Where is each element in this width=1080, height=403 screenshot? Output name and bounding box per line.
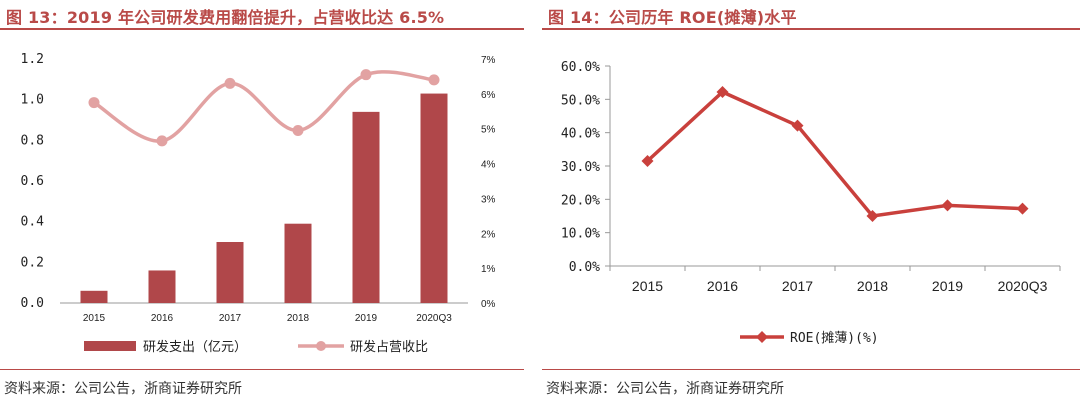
point-rd-ratio — [428, 74, 440, 86]
legend-label-roe: ROE(摊薄)(%) — [790, 331, 879, 346]
left-title-rule — [0, 28, 524, 30]
y-tick-label: 60.0% — [561, 60, 600, 75]
point-rd-ratio — [88, 97, 100, 109]
y-tick-label: 40.0% — [561, 127, 600, 142]
left-chart-panel: 图 13：2019 年公司研发费用翻倍提升，占营收比达 6.5% 0.0 0.2 0… — [0, 0, 524, 403]
x-tick-label: 2015 — [632, 278, 663, 294]
y2-tick-label: 4% — [481, 160, 496, 171]
x-tick-label: 2018 — [287, 313, 310, 324]
point-rd-ratio — [156, 135, 168, 147]
right-chart-panel: 图 14：公司历年 ROE(摊薄)水平 0.0% 10.0% 20.0% 30.0% 4… — [542, 0, 1080, 403]
right-title-rule — [542, 28, 1080, 30]
roe-chart: 0.0% 10.0% 20.0% 30.0% 40.0% 50.0% 60.0% 2015 20… — [561, 60, 1061, 346]
x-tick-label: 2019 — [355, 313, 378, 324]
left-chart-title: 图 13：2019 年公司研发费用翻倍提升，占营收比达 6.5% — [6, 8, 445, 27]
left-source-note: 资料来源：公司公告，浙商证券研究所 — [4, 381, 242, 397]
line-rd-ratio — [93, 70, 435, 143]
bar-rd-expense — [80, 290, 108, 303]
x-tick-label: 2015 — [83, 313, 106, 324]
bar-rd-expense — [216, 242, 244, 303]
y2-tick-label: 5% — [481, 125, 496, 136]
point-rd-ratio — [360, 69, 372, 81]
y-tick-label: 0.6 — [21, 174, 44, 189]
right-source-note: 资料来源：公司公告，浙商证券研究所 — [546, 381, 784, 397]
x-tick-label: 2018 — [857, 278, 888, 294]
bar-rd-expense — [148, 270, 176, 303]
x-tick-label: 2020Q3 — [998, 278, 1048, 294]
legend-swatch-marker — [756, 331, 768, 343]
point-roe — [716, 86, 729, 98]
y-tick-label: 20.0% — [561, 193, 600, 208]
y2-tick-label: 0% — [481, 299, 496, 310]
right-chart-title: 图 14：公司历年 ROE(摊薄)水平 — [548, 8, 797, 27]
point-roe — [941, 199, 954, 212]
y2-tick-label: 2% — [481, 229, 496, 240]
legend-swatch-marker — [316, 341, 326, 351]
x-tick-label: 2017 — [782, 278, 813, 294]
line-roe — [646, 89, 1023, 218]
bar-rd-expense — [284, 223, 312, 303]
rd-expense-chart: 0.0 0.2 0.4 0.6 0.8 1.0 1.2 0% 1% 2% 3% 4% 5% 6% 7% 201… — [21, 52, 496, 355]
legend-swatch-bar — [84, 341, 136, 351]
y2-tick-label: 3% — [481, 194, 496, 205]
y-tick-label: 0.4 — [21, 215, 45, 230]
right-source-rule — [542, 369, 1080, 370]
bar-rd-expense — [420, 93, 448, 303]
x-tick-label: 2017 — [219, 313, 242, 324]
y2-tick-label: 7% — [481, 55, 496, 66]
point-roe — [791, 119, 804, 132]
x-tick-label: 2016 — [151, 313, 174, 324]
point-roe — [1016, 202, 1029, 215]
y2-tick-label: 1% — [481, 264, 496, 275]
y-tick-label: 1.2 — [21, 52, 44, 67]
left-source-rule — [0, 369, 524, 370]
point-roe — [641, 155, 654, 167]
y-tick-label: 0.0% — [569, 260, 600, 275]
point-rd-ratio — [224, 77, 236, 89]
legend-label-rd-expense: 研发支出（亿元） — [143, 339, 247, 355]
y-tick-label: 0.8 — [21, 133, 44, 148]
y-tick-label: 10.0% — [561, 227, 600, 242]
bar-rd-expense — [352, 111, 380, 303]
y2-tick-label: 6% — [481, 90, 496, 101]
x-tick-label: 2020Q3 — [416, 313, 452, 324]
legend-label-rd-ratio: 研发占营收比 — [350, 339, 428, 355]
x-tick-label: 2016 — [707, 278, 738, 294]
x-tick-label: 2019 — [932, 278, 963, 294]
y-tick-label: 0.0 — [21, 296, 44, 311]
point-roe — [866, 210, 879, 222]
y-tick-label: 0.2 — [21, 255, 44, 270]
y-tick-label: 50.0% — [561, 93, 600, 108]
point-rd-ratio — [292, 124, 304, 136]
y-tick-label: 30.0% — [561, 160, 600, 175]
y-tick-label: 1.0 — [21, 93, 44, 108]
